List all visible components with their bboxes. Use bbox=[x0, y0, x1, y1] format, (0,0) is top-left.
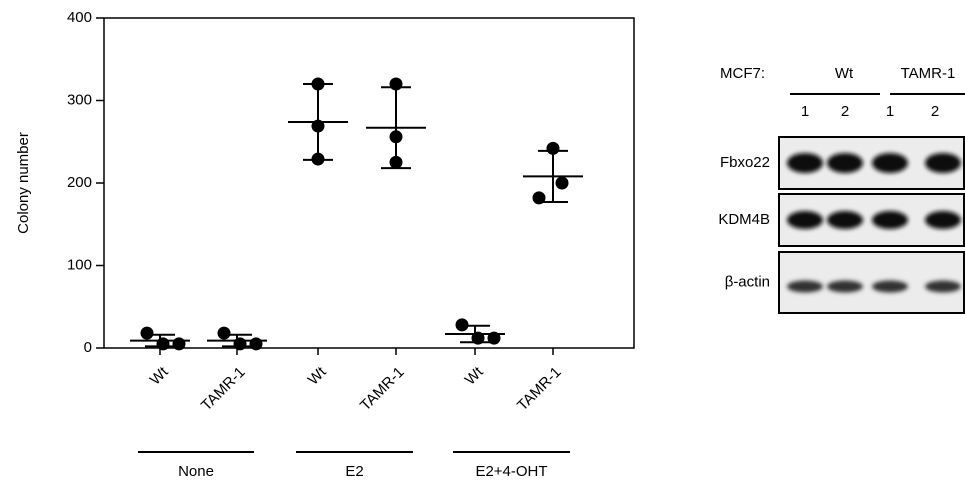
blot-group-label: Wt bbox=[835, 65, 854, 82]
x-tick-label: Wt bbox=[462, 363, 488, 389]
data-point bbox=[141, 327, 154, 340]
lane-label: 1 bbox=[886, 103, 894, 120]
y-tick-label: 200 bbox=[67, 174, 92, 191]
blot-row-label: Fbxo22 bbox=[720, 154, 770, 171]
data-point bbox=[157, 337, 170, 350]
data-point bbox=[234, 337, 247, 350]
blot-band bbox=[827, 211, 863, 229]
plot-frame bbox=[104, 18, 634, 348]
blot-band bbox=[787, 153, 823, 173]
x-tick-label: Wt bbox=[305, 363, 331, 389]
x-tick-label: Wt bbox=[147, 363, 173, 389]
group-label: None bbox=[178, 463, 214, 480]
cell-label: MCF7: bbox=[720, 65, 765, 82]
data-point bbox=[218, 327, 231, 340]
blot-band bbox=[925, 211, 961, 229]
x-tick-label: TAMR-1 bbox=[198, 364, 249, 415]
x-tick-label: TAMR-1 bbox=[514, 364, 565, 415]
lane-label: 2 bbox=[931, 103, 939, 120]
error-bar bbox=[523, 151, 583, 202]
x-tick-label: TAMR-1 bbox=[357, 364, 408, 415]
lane-label: 1 bbox=[801, 103, 809, 120]
y-tick-label: 0 bbox=[84, 339, 92, 356]
blot-band bbox=[872, 281, 908, 293]
blot-band bbox=[827, 153, 863, 173]
blot-band bbox=[827, 281, 863, 293]
lane-label: 2 bbox=[841, 103, 849, 120]
data-point bbox=[250, 337, 263, 350]
blot-band bbox=[787, 211, 823, 229]
y-tick-label: 400 bbox=[67, 9, 92, 26]
data-point bbox=[173, 337, 186, 350]
blot-band bbox=[872, 153, 908, 173]
blot-group-label: TAMR-1 bbox=[901, 65, 956, 82]
y-tick-label: 100 bbox=[67, 256, 92, 273]
y-axis-label: Colony number bbox=[15, 132, 32, 234]
western-blot: MCF7: Wt TAMR-1 1 2 1 2 Fbxo22 KDM4B β-actin bbox=[718, 65, 965, 313]
figure: Colony number MCF7: Wt TAMR-1 1 2 1 2 Fbxo22 KD… bbox=[0, 0, 965, 483]
blot-band bbox=[925, 281, 961, 293]
blot-band bbox=[872, 211, 908, 229]
error-bar bbox=[288, 84, 348, 160]
group-label: E2+4-OHT bbox=[475, 463, 547, 480]
blot-band bbox=[925, 153, 961, 173]
blot-row-label: KDM4B bbox=[718, 211, 770, 228]
group-label: E2 bbox=[345, 463, 363, 480]
blot-row-label: β-actin bbox=[725, 273, 770, 290]
y-tick-label: 300 bbox=[67, 91, 92, 108]
data-point bbox=[556, 177, 569, 190]
blot-band bbox=[787, 281, 823, 293]
error-bar bbox=[366, 87, 426, 168]
